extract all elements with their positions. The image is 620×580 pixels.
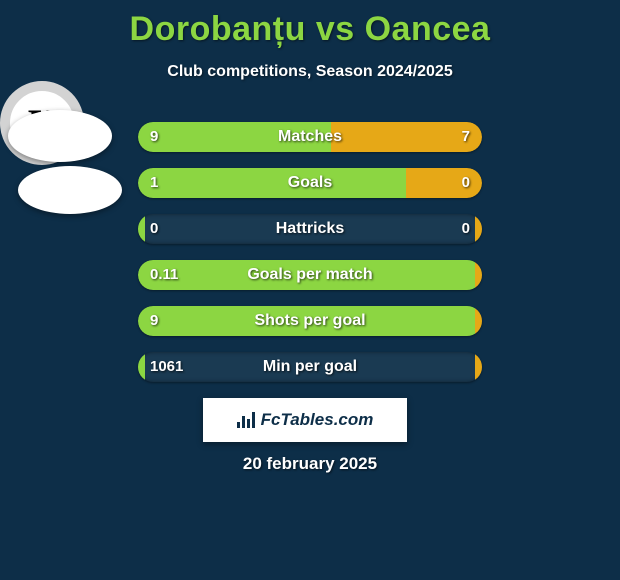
team-left-logo-2 [18, 166, 122, 214]
bar-label: Goals per match [138, 260, 482, 290]
watermark-text: FcTables.com [261, 410, 374, 430]
stat-bar-row: 00Hattricks [138, 214, 482, 244]
date-text: 20 february 2025 [0, 454, 620, 474]
bar-label: Hattricks [138, 214, 482, 244]
stat-bar-row: 10Goals [138, 168, 482, 198]
watermark: FcTables.com [203, 398, 407, 442]
stat-bar-row: 97Matches [138, 122, 482, 152]
chart-icon [237, 412, 255, 428]
bar-label: Shots per goal [138, 306, 482, 336]
team-left-logo-1 [8, 110, 112, 162]
bar-label: Matches [138, 122, 482, 152]
subtitle: Club competitions, Season 2024/2025 [0, 63, 620, 81]
stats-bars: 97Matches 10Goals 00Hattricks 0.11Goals per… [138, 122, 482, 398]
stat-bar-row: 1061Min per goal [138, 352, 482, 382]
bar-label: Min per goal [138, 352, 482, 382]
page-title: Dorobanțu vs Oancea [0, 0, 620, 49]
stat-bar-row: 0.11Goals per match [138, 260, 482, 290]
stat-bar-row: 9Shots per goal [138, 306, 482, 336]
bar-label: Goals [138, 168, 482, 198]
